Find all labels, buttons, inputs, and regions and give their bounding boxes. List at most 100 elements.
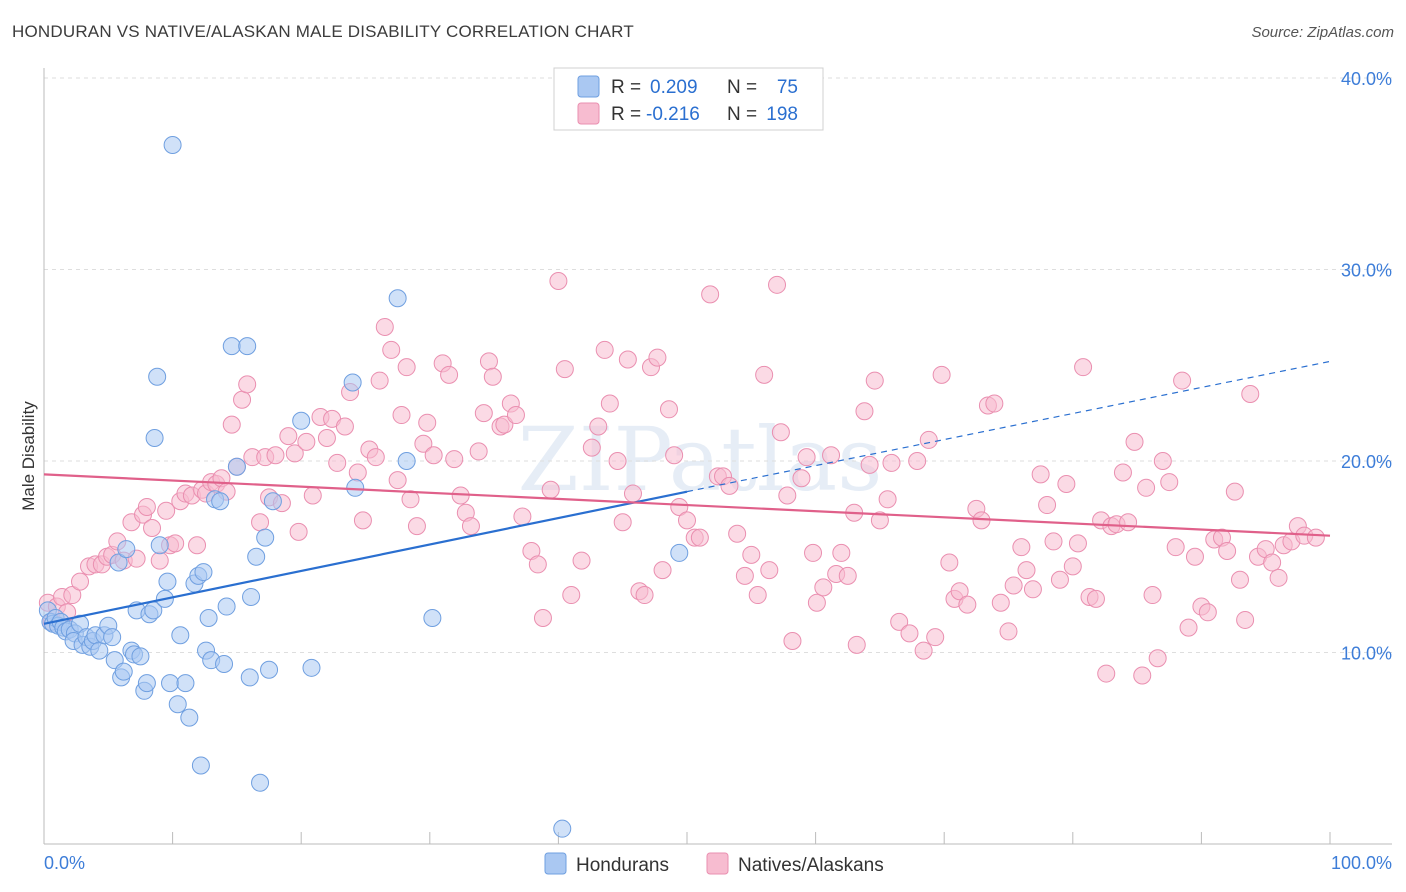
scatter-point bbox=[678, 511, 696, 530]
natives-n-label: N = bbox=[727, 104, 757, 125]
natives-swatch bbox=[577, 102, 600, 125]
scatter-point bbox=[137, 674, 156, 693]
scatter-point bbox=[991, 593, 1010, 612]
y-tick-label: 40.0% bbox=[1341, 69, 1392, 89]
scatter-point bbox=[176, 674, 195, 693]
scatter-point bbox=[1050, 570, 1069, 589]
scatter-point bbox=[914, 641, 933, 660]
scatter-point bbox=[1137, 478, 1156, 497]
scatter-point bbox=[1241, 384, 1260, 403]
scatter-point bbox=[366, 448, 385, 467]
hondurans-trend-line bbox=[43, 490, 688, 625]
scatter-point bbox=[1269, 568, 1288, 587]
hondurans-r-label: R = bbox=[611, 77, 641, 98]
scatter-point bbox=[768, 275, 787, 294]
scatter-point bbox=[608, 452, 627, 470]
scatter-point bbox=[348, 463, 367, 482]
y-tick-labels: 10.0% 20.0% 30.0% 40.0% bbox=[1341, 69, 1392, 664]
scatter-point bbox=[958, 595, 977, 614]
scatter-point bbox=[582, 438, 601, 457]
scatter-point bbox=[589, 417, 608, 436]
y-tick-label: 10.0% bbox=[1341, 644, 1392, 664]
scatter-point bbox=[303, 486, 322, 505]
scatter-point bbox=[670, 543, 689, 562]
scatter-point bbox=[555, 360, 574, 379]
scatter-point bbox=[217, 597, 236, 616]
scatter-point bbox=[549, 271, 568, 290]
scatter-point bbox=[870, 511, 889, 530]
scatter-point bbox=[670, 497, 689, 516]
scatter-point bbox=[346, 478, 365, 497]
scatter-point bbox=[1074, 358, 1093, 377]
scatter-point bbox=[742, 545, 761, 564]
scatter-point bbox=[240, 668, 259, 687]
scatter-point bbox=[1133, 666, 1152, 685]
hondurans-n-value: 75 bbox=[777, 77, 798, 98]
scatter-point bbox=[792, 469, 811, 488]
scatter-point bbox=[109, 553, 128, 572]
scatter-point bbox=[71, 572, 90, 591]
scatter-point bbox=[375, 317, 394, 336]
scatter-point bbox=[1017, 561, 1036, 580]
watermark: ZIPatlas bbox=[518, 408, 883, 511]
scatter-point bbox=[445, 450, 464, 469]
scatter-point bbox=[1225, 482, 1244, 501]
scatter-point bbox=[1185, 547, 1204, 566]
scatter-point bbox=[595, 340, 614, 359]
scatter-point bbox=[807, 593, 826, 612]
scatter-point bbox=[1173, 371, 1192, 390]
scatter-point bbox=[847, 635, 866, 654]
scatter-point bbox=[343, 373, 362, 392]
scatter-point bbox=[168, 695, 187, 714]
scatter-point bbox=[926, 628, 945, 647]
scatter-point bbox=[797, 448, 816, 467]
scatter-point bbox=[940, 553, 959, 572]
scatter-point bbox=[665, 446, 684, 465]
legend-natives-swatch bbox=[706, 852, 729, 875]
scatter-point bbox=[1086, 589, 1105, 608]
scatter-point bbox=[238, 337, 257, 356]
scatter-point bbox=[414, 434, 433, 453]
scatter-point bbox=[137, 497, 156, 516]
scatter-point bbox=[908, 452, 927, 470]
scatter-point bbox=[919, 430, 938, 449]
scatter-point bbox=[256, 528, 275, 547]
scatter-point bbox=[760, 561, 779, 580]
scatter-point bbox=[1044, 532, 1063, 551]
scatter-point bbox=[469, 442, 488, 461]
natives-n-value: 198 bbox=[766, 104, 798, 125]
scatter-point bbox=[63, 586, 82, 605]
scatter-point bbox=[778, 486, 797, 505]
scatter-point bbox=[297, 432, 316, 451]
scatter-point bbox=[191, 756, 210, 775]
scatter-point bbox=[865, 371, 884, 390]
scatter-point bbox=[163, 136, 182, 155]
scatter-point bbox=[533, 609, 552, 628]
scatter-point bbox=[1113, 463, 1132, 482]
scatter-point bbox=[513, 507, 532, 526]
scatter-point bbox=[1119, 513, 1138, 532]
scatter-point bbox=[882, 453, 901, 472]
scatter-point bbox=[260, 660, 279, 679]
scatter-point bbox=[659, 400, 678, 419]
scatter-point bbox=[233, 390, 252, 409]
scatter-point bbox=[180, 708, 199, 727]
scatter-point bbox=[1125, 432, 1144, 451]
scatter-point bbox=[838, 566, 857, 585]
scatter-point bbox=[188, 536, 207, 555]
natives-points bbox=[38, 271, 1325, 685]
scatter-point bbox=[999, 622, 1018, 641]
scatter-point bbox=[317, 429, 336, 448]
scatter-point bbox=[103, 628, 122, 647]
scatter-point bbox=[1153, 452, 1172, 470]
scatter-point bbox=[1160, 473, 1179, 492]
watermark-text: ZIPatlas bbox=[518, 408, 883, 511]
y-axis-label: Male Disability bbox=[19, 401, 38, 511]
scatter-point bbox=[728, 524, 747, 543]
scatter-point bbox=[222, 415, 241, 434]
scatter-point bbox=[1166, 538, 1185, 557]
scatter-point bbox=[1236, 610, 1255, 629]
scatter-point bbox=[1306, 528, 1325, 547]
scatter-point bbox=[1004, 576, 1023, 595]
scatter-point bbox=[131, 647, 150, 666]
